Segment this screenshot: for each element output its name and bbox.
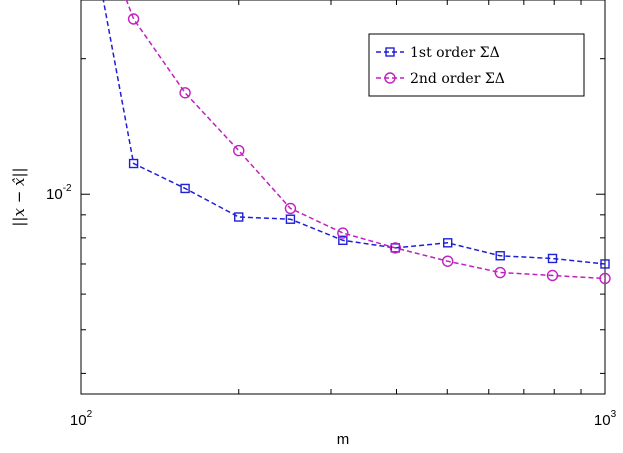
legend-label-1: 1st order ΣΔ <box>410 45 500 61</box>
data-point-series-2 <box>442 255 454 267</box>
ticks-group <box>80 0 606 394</box>
data-point-series-1 <box>338 235 348 246</box>
data-point-series-2 <box>284 202 297 215</box>
legend-label-2: 2nd order ΣΔ <box>410 71 505 87</box>
data-point-series-1 <box>234 212 244 222</box>
data-point-series-1 <box>390 243 401 253</box>
data-point-series-2 <box>546 269 559 282</box>
legend-marker-1 <box>385 47 395 57</box>
data-point-series-1 <box>128 158 139 169</box>
legend-box <box>368 33 585 97</box>
series-line-2 <box>125 0 605 280</box>
data-point-series-2 <box>494 266 506 279</box>
data-point-series-1 <box>547 253 558 264</box>
x-tick-label: 102 <box>70 409 93 429</box>
y-axis-label: ||x − x̂|| <box>10 167 28 226</box>
data-point-series-1 <box>285 214 296 224</box>
series-lines-group <box>102 0 605 280</box>
data-point-series-2 <box>179 87 191 99</box>
series-markers-group <box>127 13 611 285</box>
legend: 1st order ΣΔ 2nd order ΣΔ <box>368 33 585 97</box>
tick-labels-group: 102 103 10-2 <box>46 183 617 429</box>
data-point-series-1 <box>180 183 190 194</box>
data-point-series-1 <box>443 238 453 248</box>
x-axis-label: m <box>337 431 350 448</box>
data-point-series-2 <box>233 144 245 157</box>
data-point-series-1 <box>495 251 505 261</box>
x-tick-label: 103 <box>594 409 617 429</box>
data-point-series-2 <box>599 272 611 285</box>
legend-marker-2 <box>384 72 396 84</box>
data-point-series-2 <box>337 227 349 239</box>
data-point-series-2 <box>127 13 140 25</box>
series-line-1 <box>102 0 605 265</box>
data-point-series-2 <box>389 242 402 254</box>
data-point-series-1 <box>600 259 610 269</box>
y-tick-label: 10-2 <box>46 183 72 203</box>
